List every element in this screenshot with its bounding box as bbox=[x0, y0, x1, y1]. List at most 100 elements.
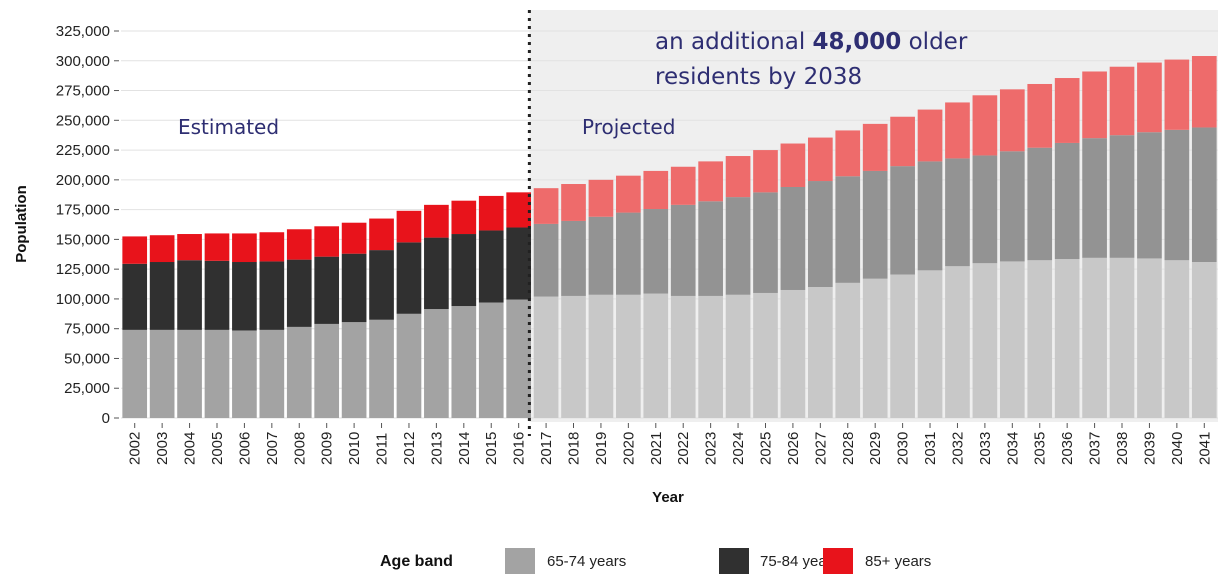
x-tick-label: 2025 bbox=[757, 432, 774, 465]
bar-segment-2002-75-84 bbox=[122, 263, 148, 330]
x-tick-label: 2020 bbox=[620, 432, 637, 465]
x-tick-label: 2010 bbox=[346, 432, 363, 465]
bar-segment-2023-75-84 bbox=[698, 201, 723, 296]
annotation-line-1: an additional 48,000 older bbox=[655, 29, 968, 55]
bar-segment-2010-75-84 bbox=[341, 253, 367, 323]
bar-segment-2028-65-74 bbox=[835, 282, 861, 418]
bar-segment-2031-75-84 bbox=[917, 161, 943, 271]
bar-segment-2037-85-plus bbox=[1082, 71, 1107, 139]
bar-segment-2034-75-84 bbox=[999, 151, 1025, 262]
bar-segment-2028-75-84 bbox=[835, 176, 861, 283]
y-tick-label: 175,000 bbox=[56, 202, 110, 219]
bar-segment-2032-75-84 bbox=[945, 158, 970, 267]
bar-segment-2041-85-plus bbox=[1191, 56, 1217, 128]
x-tick-label: 2008 bbox=[291, 432, 308, 465]
y-tick-label: 0 bbox=[102, 410, 110, 427]
bar-segment-2003-75-84 bbox=[149, 262, 175, 330]
bar-segment-2026-75-84 bbox=[780, 186, 806, 290]
bar-segment-2004-65-74 bbox=[177, 329, 202, 418]
bar-segment-2031-65-74 bbox=[917, 270, 943, 418]
x-tick-label: 2040 bbox=[1169, 432, 1186, 465]
bar-segment-2019-65-74 bbox=[588, 294, 614, 418]
legend-label-65-74: 65-74 years bbox=[547, 553, 626, 570]
y-tick-label: 300,000 bbox=[56, 53, 110, 70]
bar-segment-2019-85-plus bbox=[588, 179, 614, 217]
bar-segment-2014-85-plus bbox=[451, 200, 477, 235]
legend-label-85-plus: 85+ years bbox=[865, 553, 931, 570]
bar-segment-2021-65-74 bbox=[643, 293, 669, 418]
bar-segment-2028-85-plus bbox=[835, 130, 861, 177]
x-tick-label: 2015 bbox=[483, 432, 500, 465]
bar-segment-2031-85-plus bbox=[917, 109, 943, 162]
bar-segment-2007-65-74 bbox=[259, 329, 285, 418]
bar-segment-2040-85-plus bbox=[1164, 59, 1190, 130]
y-tick-label: 200,000 bbox=[56, 172, 110, 189]
bar-segment-2027-75-84 bbox=[807, 181, 833, 288]
bar-segment-2011-65-74 bbox=[369, 319, 394, 418]
y-tick-label: 125,000 bbox=[56, 261, 110, 278]
bar-segment-2038-75-84 bbox=[1109, 135, 1135, 258]
bar-segment-2022-65-74 bbox=[670, 295, 696, 418]
bar-segment-2040-75-84 bbox=[1164, 129, 1190, 261]
legend-swatch-85-plus bbox=[823, 548, 853, 574]
bar-segment-2020-85-plus bbox=[616, 175, 641, 213]
bar-segment-2009-75-84 bbox=[314, 256, 340, 324]
bar-segment-2030-85-plus bbox=[890, 116, 915, 167]
bar-segment-2009-65-74 bbox=[314, 323, 340, 418]
bar-segment-2012-85-plus bbox=[396, 210, 422, 243]
bar-segment-2021-75-84 bbox=[643, 209, 669, 294]
bar-segment-2027-85-plus bbox=[807, 137, 833, 182]
bar-segment-2039-65-74 bbox=[1137, 258, 1162, 418]
bar-segment-2032-85-plus bbox=[945, 102, 970, 159]
x-tick-label: 2026 bbox=[785, 432, 802, 465]
bar-segment-2007-85-plus bbox=[259, 232, 285, 262]
bar-segment-2016-75-84 bbox=[506, 227, 532, 300]
bar-segment-2035-75-84 bbox=[1027, 147, 1053, 261]
x-tick-label: 2034 bbox=[1004, 432, 1021, 465]
bar-segment-2036-65-74 bbox=[1054, 259, 1080, 418]
bar-segment-2030-65-74 bbox=[890, 274, 915, 418]
y-tick-label: 325,000 bbox=[56, 23, 110, 40]
bar-segment-2041-65-74 bbox=[1191, 262, 1217, 418]
bar-segment-2003-65-74 bbox=[149, 329, 175, 418]
bar-segment-2020-75-84 bbox=[616, 212, 641, 295]
bar-segment-2002-85-plus bbox=[122, 236, 148, 264]
y-axis: 0 25,000 50,000 75,000 100,000 125,000 150,000… bbox=[56, 23, 119, 427]
x-tick-label: 2038 bbox=[1114, 432, 1131, 465]
legend-swatch-75-84 bbox=[719, 548, 749, 574]
y-tick-label: 100,000 bbox=[56, 291, 110, 308]
bar-segment-2033-75-84 bbox=[972, 155, 998, 264]
bar-segment-2038-65-74 bbox=[1109, 257, 1135, 418]
x-tick-label: 2006 bbox=[236, 432, 253, 465]
x-tick-label: 2002 bbox=[127, 432, 144, 465]
bar-segment-2013-85-plus bbox=[424, 204, 449, 238]
bar-segment-2011-75-84 bbox=[369, 250, 394, 320]
bar-segment-2010-85-plus bbox=[341, 222, 367, 254]
x-tick-label: 2022 bbox=[675, 432, 692, 465]
annotation-bold-value: 48,000 bbox=[813, 29, 902, 55]
x-tick-label: 2014 bbox=[456, 432, 473, 465]
y-tick-label: 25,000 bbox=[64, 380, 110, 397]
bar-segment-2013-65-74 bbox=[424, 309, 449, 418]
x-tick-label: 2013 bbox=[428, 432, 445, 465]
y-tick-label: 75,000 bbox=[64, 321, 110, 338]
bar-segment-2018-65-74 bbox=[561, 295, 586, 418]
bar-segment-2038-85-plus bbox=[1109, 66, 1135, 136]
bar-segment-2008-85-plus bbox=[286, 229, 312, 260]
bar-segment-2039-75-84 bbox=[1137, 132, 1162, 259]
x-tick-label: 2035 bbox=[1032, 432, 1049, 465]
x-tick-label: 2018 bbox=[566, 432, 583, 465]
bar-segment-2032-65-74 bbox=[945, 266, 970, 418]
region-label-projected: Projected bbox=[582, 115, 675, 139]
bar-segment-2036-85-plus bbox=[1054, 78, 1080, 143]
bar-segment-2021-85-plus bbox=[643, 170, 669, 210]
bar-segment-2008-65-74 bbox=[286, 326, 312, 418]
bar-segment-2008-75-84 bbox=[286, 259, 312, 327]
x-tick-label: 2009 bbox=[319, 432, 336, 465]
y-tick-label: 50,000 bbox=[64, 350, 110, 367]
x-tick-label: 2016 bbox=[511, 432, 528, 465]
x-tick-label: 2021 bbox=[648, 432, 665, 465]
x-tick-label: 2029 bbox=[867, 432, 884, 465]
x-tick-label: 2028 bbox=[840, 432, 857, 465]
bar-segment-2033-85-plus bbox=[972, 95, 998, 156]
